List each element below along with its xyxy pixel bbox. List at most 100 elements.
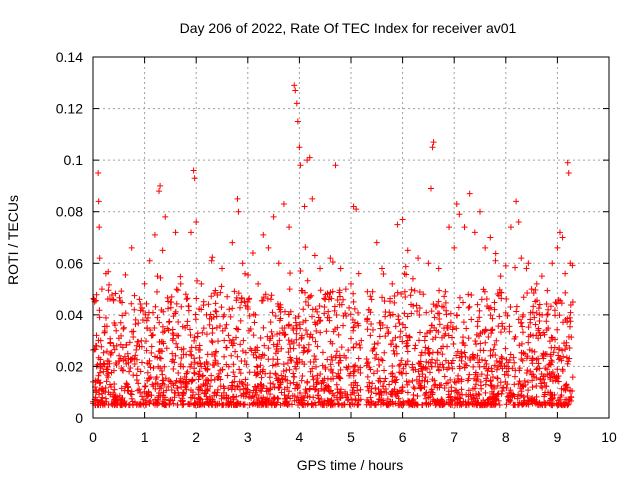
data-point (96, 224, 103, 231)
data-point-background (212, 300, 219, 307)
data-point-background (507, 397, 514, 404)
data-point (97, 337, 104, 344)
data-point-background (530, 332, 537, 339)
data-point-background (292, 385, 299, 392)
data-point (286, 224, 293, 231)
data-point-background (429, 389, 436, 396)
data-point-background (237, 317, 244, 324)
data-point-background (430, 396, 437, 403)
data-point-background (477, 330, 484, 337)
data-point-background (530, 303, 537, 310)
data-point-background (161, 328, 168, 335)
data-point-background (489, 398, 496, 405)
data-point-background (284, 360, 291, 367)
data-point-background (165, 383, 172, 390)
data-point-background (434, 363, 441, 370)
data-point-background (471, 375, 478, 382)
data-point-background (296, 399, 303, 406)
data-point-background (127, 365, 134, 372)
data-point-background (367, 332, 374, 339)
data-point-background (412, 342, 419, 349)
data-point (304, 157, 311, 164)
data-point-background (435, 329, 442, 336)
data-point (564, 159, 571, 166)
x-tick-label: 4 (296, 429, 304, 445)
data-point-background (229, 336, 236, 343)
data-point-background (149, 331, 156, 338)
data-point-background (506, 328, 513, 335)
data-point-background (449, 365, 456, 372)
data-point-background (416, 312, 423, 319)
data-point-background (196, 368, 203, 375)
data-point (306, 154, 313, 161)
data-point-background (563, 339, 570, 346)
data-point (350, 203, 357, 210)
data-point-background (507, 304, 514, 311)
data-point-background (552, 336, 559, 343)
data-point-background (98, 385, 105, 392)
data-point-background (418, 349, 425, 356)
data-point-background (203, 331, 210, 338)
data-point-background (449, 402, 456, 409)
data-point-background (175, 318, 182, 325)
data-point-background (217, 376, 224, 383)
data-point-background (447, 376, 454, 383)
data-point-background (234, 382, 241, 389)
data-point-background (223, 321, 230, 328)
data-point-background (143, 401, 150, 408)
data-point-background (349, 389, 356, 396)
data-point-background (548, 334, 555, 341)
data-point (280, 200, 287, 207)
data-point (244, 298, 251, 305)
data-point-background (277, 381, 284, 388)
data-point-background (555, 378, 562, 385)
data-point-background (519, 323, 526, 330)
data-point-background (287, 270, 294, 277)
data-point-background (542, 351, 549, 358)
data-point-background (206, 321, 213, 328)
data-point-background (429, 336, 436, 343)
data-point-background (434, 310, 441, 317)
data-point (404, 247, 411, 254)
data-point-background (156, 354, 163, 361)
data-point-background (152, 303, 159, 310)
data-point-background (540, 355, 547, 362)
y-tick-label: 0.14 (56, 49, 83, 65)
data-point-background (529, 377, 536, 384)
data-point-background (281, 325, 288, 332)
data-point-background (441, 384, 448, 391)
data-point (322, 296, 329, 303)
data-point-background (301, 397, 308, 404)
data-point-background (350, 372, 357, 379)
data-point-background (503, 295, 510, 302)
data-point-background (354, 402, 361, 409)
data-point-background (157, 355, 164, 362)
data-point-background (170, 313, 177, 320)
data-point (255, 280, 262, 287)
data-point-background (391, 299, 398, 306)
data-point-background (240, 385, 247, 392)
data-point (213, 324, 220, 331)
data-point-background (426, 369, 433, 376)
data-point-background (494, 290, 501, 297)
data-point-background (556, 344, 563, 351)
data-point-background (231, 340, 238, 347)
data-point-background (145, 314, 152, 321)
data-point-background (254, 364, 261, 371)
data-point-background (460, 319, 467, 326)
data-point-background (274, 395, 281, 402)
data-point-background (402, 324, 409, 331)
data-point (292, 87, 299, 94)
data-point-background (345, 347, 352, 354)
data-point-background (286, 341, 293, 348)
data-point (440, 304, 447, 311)
data-point (120, 324, 127, 331)
data-point-background (218, 395, 225, 402)
data-point-background (187, 348, 194, 355)
data-point-background (333, 381, 340, 388)
data-point-background (424, 347, 431, 354)
data-point-background (391, 351, 398, 358)
data-point-background (237, 370, 244, 377)
data-point-background (420, 364, 427, 371)
data-point-background (236, 366, 243, 373)
